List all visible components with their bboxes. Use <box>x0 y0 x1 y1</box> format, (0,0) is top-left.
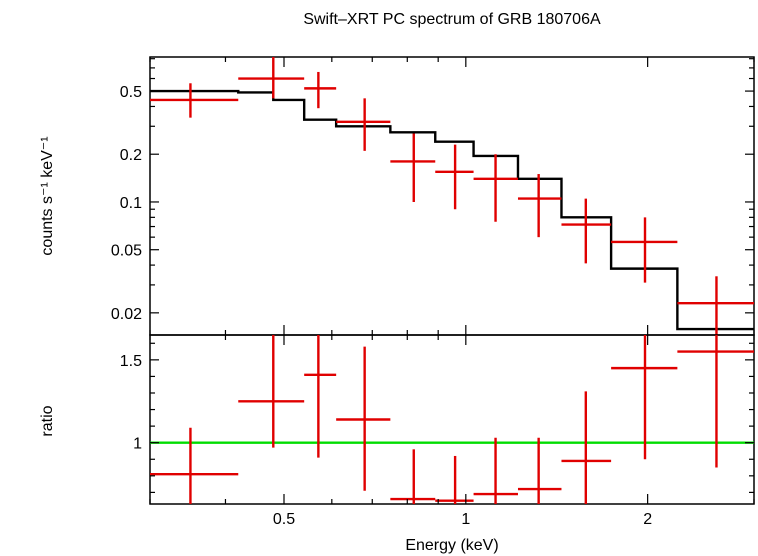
top-y-tick-label: 0.2 <box>120 147 142 164</box>
top-y-tick-label: 0.5 <box>120 84 142 101</box>
model-step-line <box>150 89 754 331</box>
x-axis-ticks: 0.5 1 2 <box>273 511 652 528</box>
top-y-tick-label: 0.05 <box>111 243 142 260</box>
x-tick-label: 2 <box>643 511 652 528</box>
top-panel: 0.02 0.05 0.1 0.2 0.5 counts s⁻¹ keV⁻¹ <box>39 56 755 336</box>
bottom-y-axis-label: ratio <box>39 405 56 436</box>
bottom-y-tick-label: 1 <box>133 436 142 453</box>
top-panel-frame <box>149 56 755 336</box>
top-panel-marks: 0.02 0.05 0.1 0.2 0.5 <box>111 57 755 335</box>
x-tick-label: 0.5 <box>273 511 295 528</box>
bottom-y-tick-label: 1.5 <box>120 353 142 370</box>
x-axis-label: Energy (keV) <box>405 537 498 554</box>
bottom-panel-frame <box>149 334 755 505</box>
top-y-tick-label: 0.1 <box>120 195 142 212</box>
top-y-tick-label: 0.02 <box>111 306 142 323</box>
chart-title: Swift–XRT PC spectrum of GRB 180706A <box>303 11 601 28</box>
x-tick-label: 1 <box>461 511 470 528</box>
top-y-axis-label: counts s⁻¹ keV⁻¹ <box>39 136 56 255</box>
bottom-panel-marks: 11.5 <box>120 335 755 504</box>
bottom-panel: 11.5 ratio <box>39 334 755 505</box>
